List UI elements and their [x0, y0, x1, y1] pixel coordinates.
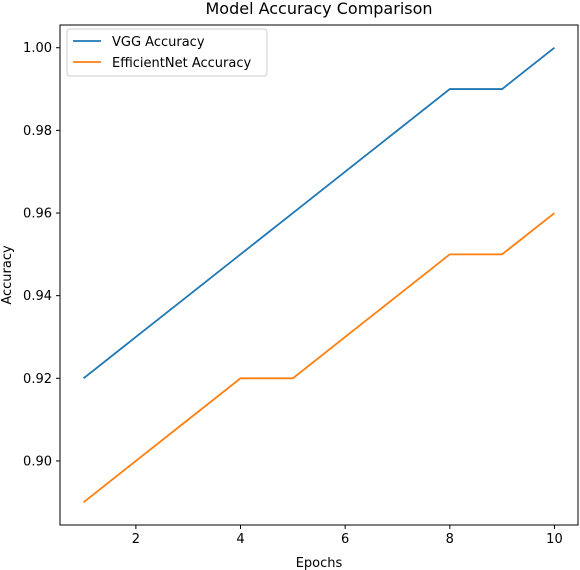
- x-axis: 2 4 6 8 10: [132, 525, 563, 547]
- legend-label-vgg: VGG Accuracy: [112, 35, 205, 50]
- x-tick-label: 10: [546, 532, 563, 547]
- y-axis-label: Accuracy: [0, 245, 15, 305]
- legend: VGG Accuracy EfficientNet Accuracy: [66, 28, 268, 77]
- x-axis-label: Epochs: [296, 556, 343, 570]
- series-line-efficientnet: [82, 212, 556, 503]
- y-tick-label: 0.96: [23, 207, 52, 222]
- plot-area: [59, 24, 579, 526]
- y-tick-label: 1.00: [23, 41, 52, 56]
- legend-label-efficientnet: EfficientNet Accuracy: [112, 56, 251, 71]
- y-tick-label: 0.98: [23, 124, 52, 139]
- y-tick-label: 0.92: [23, 372, 52, 387]
- y-tick-label: 0.94: [23, 289, 52, 304]
- x-tick-label: 6: [341, 532, 349, 547]
- legend-frame: [66, 28, 268, 77]
- y-tick-label: 0.90: [23, 454, 52, 469]
- plot-frame: [59, 24, 579, 526]
- series-line-vgg: [82, 47, 556, 380]
- x-tick-label: 8: [446, 532, 454, 547]
- x-tick-label: 4: [236, 532, 244, 547]
- series-layer: [82, 47, 556, 503]
- chart-title: Model Accuracy Comparison: [205, 0, 432, 18]
- x-tick-label: 2: [132, 532, 140, 547]
- y-axis: 0.90 0.92 0.94 0.96 0.98 1.00: [23, 41, 60, 469]
